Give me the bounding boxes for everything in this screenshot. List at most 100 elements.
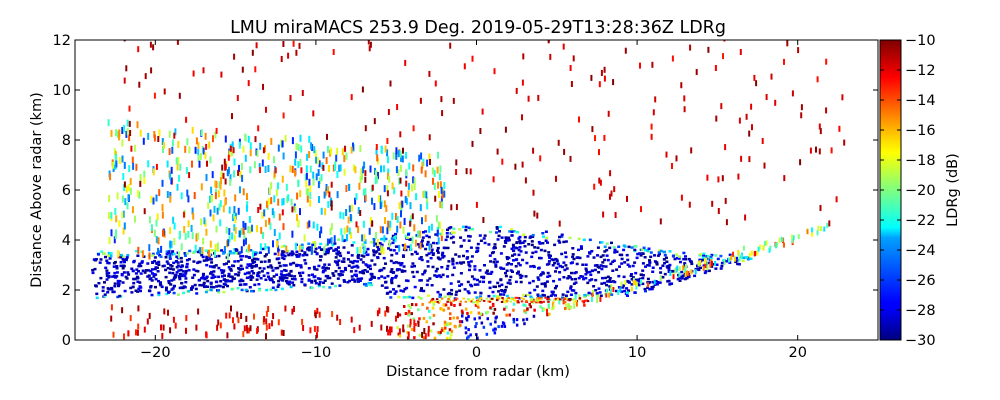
cloud-cell	[597, 271, 601, 274]
sparse-echo	[176, 40, 179, 45]
cloud-cell	[303, 259, 307, 262]
cloud-cell	[317, 264, 321, 268]
sparse-echo	[539, 155, 542, 162]
surface-clutter	[370, 320, 373, 327]
upper-echo	[118, 157, 121, 164]
cloud-cell	[553, 261, 557, 265]
cloud-cell	[439, 232, 443, 236]
cloud-cell	[446, 292, 450, 296]
cloud-cell	[366, 265, 370, 269]
cloud-cell	[167, 280, 171, 283]
cloud-cell	[113, 260, 117, 264]
melting-cell	[567, 305, 570, 309]
cloud-cell	[176, 261, 180, 264]
upper-echo	[435, 215, 438, 223]
upper-echo	[364, 194, 367, 202]
cloud-cell	[254, 264, 258, 268]
upper-echo	[242, 220, 245, 228]
upper-echo	[384, 145, 387, 153]
cloud-cell	[300, 277, 304, 281]
cloud-cell	[136, 280, 140, 283]
cloud-cell	[246, 271, 249, 275]
melting-cell	[546, 313, 549, 317]
upper-echo	[158, 189, 161, 197]
cloud-cell	[476, 242, 480, 246]
cloud-cell	[318, 277, 322, 281]
upper-echo	[268, 217, 271, 225]
cloud-cell	[626, 258, 630, 262]
upper-echo	[285, 245, 288, 253]
cloud-cell	[233, 248, 236, 251]
cloud-cell	[326, 276, 330, 280]
cloud-cell	[601, 265, 605, 268]
sparse-echo	[387, 109, 390, 115]
cloud-cell	[459, 236, 463, 239]
upper-echo	[110, 129, 113, 137]
upper-echo	[117, 249, 120, 257]
cloud-cell	[110, 286, 113, 290]
cloud-cell	[478, 269, 482, 272]
upper-echo	[303, 234, 306, 242]
cloud-cell	[182, 291, 186, 295]
sparse-echo	[654, 96, 657, 103]
cloud-cell	[248, 275, 252, 279]
melting-cell	[410, 312, 413, 316]
cloud-cell	[445, 267, 449, 271]
cloud-cell	[396, 245, 400, 248]
cloud-cell	[452, 266, 456, 269]
cloud-cell	[583, 293, 587, 297]
cloud-cell	[99, 258, 103, 261]
upper-echo	[393, 187, 396, 195]
sparse-echo	[330, 181, 333, 188]
upper-echo	[428, 225, 431, 233]
cloud-cell	[109, 254, 113, 258]
cloud-cell	[295, 253, 299, 257]
sparse-echo	[591, 126, 594, 133]
cloud-cell	[425, 234, 429, 238]
cloud-cell	[370, 241, 374, 244]
edge-echo	[820, 226, 822, 232]
cloud-cell	[300, 249, 304, 252]
sparse-echo	[745, 113, 748, 120]
bright-band	[532, 298, 535, 301]
cloud-cell	[603, 281, 606, 285]
cloud-cell	[327, 263, 331, 266]
upper-echo	[387, 156, 389, 164]
upper-echo	[209, 156, 212, 164]
melting-cell	[533, 308, 536, 312]
cloud-cell	[161, 264, 165, 268]
edge-echo	[684, 272, 687, 277]
upper-echo	[310, 142, 313, 150]
upper-echo	[187, 195, 190, 203]
melting-cell	[398, 334, 402, 338]
surface-clutter	[167, 309, 169, 316]
cloud-cell	[251, 259, 254, 262]
upper-echo	[345, 152, 348, 160]
melting-cell	[551, 307, 554, 311]
upper-echo	[398, 244, 401, 252]
upper-echo	[124, 198, 127, 206]
cloud-cell	[241, 254, 245, 258]
sparse-echo	[125, 65, 128, 72]
cloud-cell	[394, 290, 398, 293]
cloud-cell	[658, 281, 662, 284]
sparse-echo	[298, 42, 301, 49]
cloud-cell	[396, 268, 400, 271]
cloud-cell	[728, 253, 732, 257]
upper-echo	[115, 215, 118, 223]
cloud-cell	[171, 271, 175, 275]
upper-echo	[309, 192, 312, 200]
cloud-cell	[151, 260, 155, 264]
cloud-cell	[424, 247, 428, 251]
cloud-cell	[181, 286, 185, 290]
surface-clutter	[263, 316, 266, 322]
cloud-cell	[322, 285, 326, 289]
upper-echo	[415, 193, 418, 201]
cloud-cell	[245, 266, 249, 269]
cloud-cell	[551, 264, 555, 267]
sparse-echo	[364, 125, 367, 132]
melting-cell	[464, 307, 468, 311]
surface-clutter	[282, 330, 285, 336]
cloud-cell	[612, 246, 616, 249]
upper-echo	[234, 226, 237, 234]
